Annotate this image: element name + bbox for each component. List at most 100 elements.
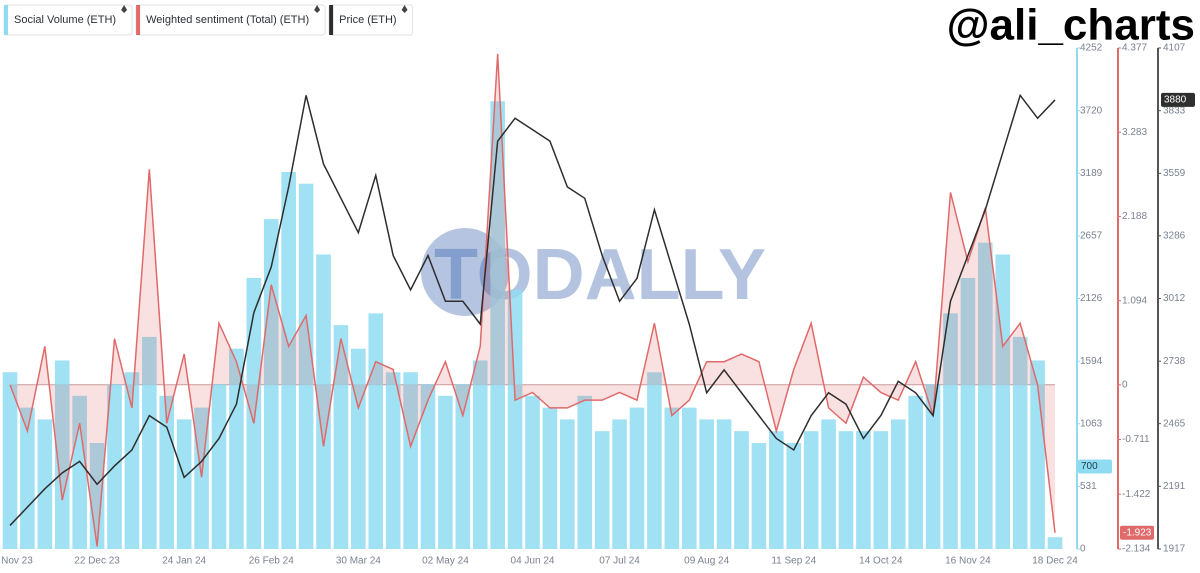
bar (716, 419, 732, 549)
y-tick-label: 1.094 (1122, 295, 1147, 306)
y-tick-label: 3286 (1163, 230, 1186, 241)
y-tick-label: 3.283 (1122, 127, 1147, 138)
x-tick-label: 07 Jul 24 (599, 556, 640, 567)
x-tick-label: 16 Nov 24 (945, 556, 991, 567)
x-tick-label: 26 Feb 24 (249, 556, 294, 567)
bar (507, 289, 523, 549)
bar (298, 183, 314, 550)
bar (472, 360, 488, 549)
x-tick-label: 09 Aug 24 (684, 556, 729, 567)
current-badge (1161, 92, 1195, 107)
x-tick-label: 18 Dec 24 (1032, 556, 1078, 567)
price-line (9, 93, 1056, 526)
legend-label: Price (ETH) (339, 14, 396, 26)
legend-swatch (4, 5, 8, 35)
y-tick-label: 4.377 (1122, 43, 1147, 54)
current-badge (1120, 525, 1154, 540)
y-tick-label: 0 (1080, 544, 1086, 555)
current-label: 700 (1081, 461, 1098, 472)
bar (681, 407, 697, 549)
x-tick-label: 02 May 24 (422, 556, 469, 567)
bar (978, 242, 993, 550)
legend-icon (314, 5, 321, 13)
bar (647, 372, 662, 549)
current-label: 3880 (1164, 95, 1187, 106)
bar (960, 277, 976, 549)
bar (420, 384, 436, 549)
bar (925, 384, 941, 549)
legend-swatch (329, 5, 334, 35)
y-tick-label: 2.188 (1122, 211, 1147, 222)
y-tick-label: 1917 (1163, 544, 1186, 555)
watermark-handle: @ali_charts (947, 1, 1195, 50)
bar (542, 407, 558, 549)
bar (37, 419, 53, 549)
y-tick-label: 4107 (1163, 43, 1186, 54)
y-tick-label: 3720 (1080, 105, 1103, 116)
y-tick-label: 2738 (1163, 356, 1186, 367)
legend-label: Social Volume (ETH) (14, 14, 116, 26)
bar (490, 101, 505, 550)
bar (176, 419, 192, 549)
bar (1030, 360, 1045, 549)
x-tick-label: 11 Sep 24 (771, 556, 816, 567)
bar (734, 431, 749, 549)
legend-icon (121, 5, 128, 13)
y-tick-label: 4252 (1080, 43, 1103, 54)
bar (281, 171, 296, 549)
bar (1047, 537, 1063, 549)
y-tick-label: 3012 (1163, 293, 1186, 304)
bar (873, 431, 889, 549)
bar (316, 254, 331, 549)
bar (664, 407, 680, 549)
x-tick-label: 30 Mar 24 (336, 556, 381, 567)
bar (890, 419, 906, 549)
bar (856, 431, 871, 549)
bar (211, 384, 227, 549)
bar (612, 419, 627, 549)
x-tick-label: 19 Nov 23 (0, 556, 33, 567)
y-tick-label: -2.134 (1122, 544, 1151, 555)
bar (769, 431, 784, 549)
bar (333, 325, 349, 549)
bar (229, 348, 244, 549)
bar (803, 431, 819, 549)
bar (560, 419, 575, 549)
y-tick-label: -1.422 (1122, 489, 1151, 500)
x-tick-label: 22 Dec 23 (74, 556, 120, 567)
bar (368, 313, 384, 549)
bar (263, 219, 279, 550)
y-tick-label: 2126 (1080, 293, 1103, 304)
y-tick-label: 531 (1080, 481, 1097, 492)
y-tick-label: 3833 (1163, 105, 1186, 116)
bar (385, 372, 401, 549)
bar (455, 384, 471, 549)
x-tick-label: 14 Oct 24 (859, 556, 903, 567)
plot: 0 531 1063 1594 2126 2657 3189 3720 4252 -2.134 -1… (0, 43, 1186, 567)
x-tick-label: 24 Jan 24 (162, 556, 206, 567)
bar (124, 372, 140, 549)
bar (838, 431, 854, 549)
bar (908, 395, 923, 549)
bar (20, 407, 35, 549)
legend-label: Weighted sentiment (Total) (ETH) (146, 14, 309, 26)
y-tick-label: -0.711 (1122, 434, 1150, 445)
bar (629, 407, 645, 549)
sentiment-line (9, 53, 1056, 547)
bar (1012, 336, 1028, 549)
bar (525, 395, 540, 549)
bar (577, 395, 593, 549)
bar (699, 419, 714, 549)
current-badge (1078, 459, 1112, 474)
bar (438, 395, 453, 549)
y-tick-label: 0 (1122, 379, 1128, 390)
bar (72, 395, 87, 549)
bar (786, 442, 802, 549)
bar (821, 419, 836, 549)
legend-swatch (136, 5, 141, 35)
x-tick-label: 04 Jun 24 (511, 556, 555, 567)
legend-icon (401, 5, 408, 13)
bar (351, 348, 366, 549)
bar (2, 372, 18, 549)
